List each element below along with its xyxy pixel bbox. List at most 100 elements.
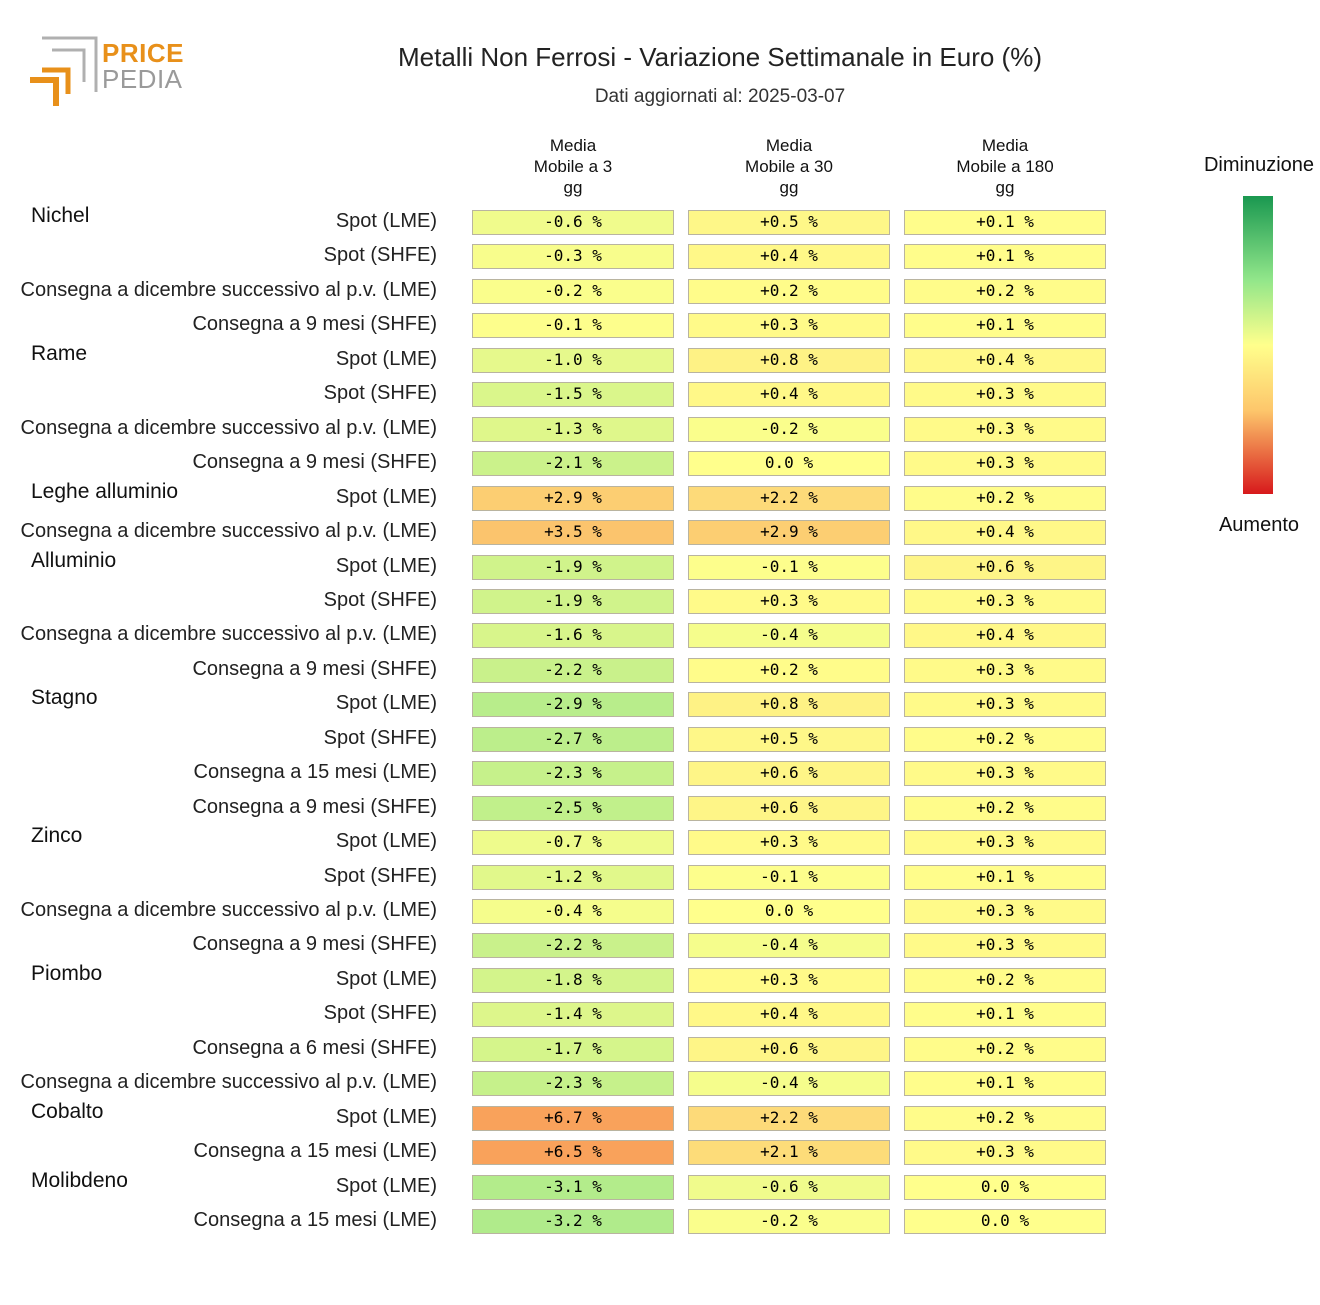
row-label: Consegna a 15 mesi (LME) (193, 1140, 437, 1163)
heatmap-cell: -0.2 % (688, 1209, 890, 1235)
heatmap-cell: -1.4 % (472, 1002, 674, 1028)
row-label: Consegna a 9 mesi (SHFE) (192, 933, 437, 956)
row-label: Consegna a dicembre successivo al p.v. (… (20, 899, 437, 921)
row-label: Consegna a 9 mesi (SHFE) (192, 657, 437, 680)
heatmap-cell: +0.3 % (904, 899, 1106, 924)
row-label: Consegna a 9 mesi (SHFE) (192, 795, 437, 818)
heatmap-cell: +0.5 % (688, 210, 890, 235)
column-header-line: Media (981, 136, 1029, 155)
heatmap-cell: +0.4 % (904, 347, 1106, 373)
heatmap-cell: -1.2 % (472, 864, 674, 890)
column-header-180gg: Media Mobile a 180 gg (904, 135, 1106, 198)
heatmap-cell: -0.2 % (688, 416, 890, 442)
group-label: Alluminio (31, 548, 117, 572)
column-header-line: Mobile a 30 (745, 157, 833, 176)
heatmap-cell: -2.7 % (472, 726, 674, 752)
row-label: Spot (LME) (335, 347, 437, 370)
heatmap-cell: +0.1 % (904, 313, 1106, 339)
heatmap-cell: -2.2 % (472, 933, 674, 959)
row-label: Spot (SHFE) (323, 864, 437, 887)
heatmap-cell: +0.1 % (904, 864, 1106, 890)
row-label: Consegna a dicembre successivo al p.v. (… (20, 623, 437, 646)
heatmap-cell: +0.3 % (904, 657, 1106, 683)
heatmap-cell: +0.3 % (904, 588, 1106, 614)
heatmap-cell: -0.2 % (472, 278, 674, 304)
heatmap-cell: +2.2 % (688, 1105, 890, 1131)
row-label: Consegna a 15 mesi (LME) (193, 1209, 437, 1232)
heatmap-cell: +0.4 % (688, 244, 890, 270)
heatmap-cell: 0.0 % (904, 1174, 1106, 1200)
group-label: Molibdeno (31, 1168, 128, 1192)
row-label: Spot (LME) (335, 692, 437, 715)
heatmap-cell: -0.4 % (688, 933, 890, 959)
heatmap-cell: -0.4 % (688, 1071, 890, 1097)
heatmap-cell: +0.2 % (904, 1036, 1106, 1062)
column-header-line: Media (765, 136, 813, 155)
heatmap-cell: +0.8 % (688, 692, 890, 718)
row-label: Spot (LME) (335, 830, 437, 853)
logo-text-pedia: PEDIA (102, 64, 183, 94)
heatmap-cell: +0.4 % (904, 520, 1106, 546)
heatmap-cell: -3.1 % (472, 1174, 674, 1200)
heatmap-cell: -0.1 % (472, 313, 674, 339)
heatmap-cell: 0.0 % (688, 451, 890, 477)
column-header-line: Mobile a 180 (956, 157, 1054, 176)
heatmap-cell: -0.7 % (472, 830, 674, 856)
heatmap-cell: -0.4 % (472, 899, 674, 924)
heatmap-cell: +0.3 % (904, 933, 1106, 959)
heatmap-cell: -1.3 % (472, 416, 674, 442)
group-label: Nichel (31, 204, 90, 227)
chart-subtitle: Dati aggiornati al: 2025-03-07 (594, 86, 846, 107)
column-header-line: Mobile a 3 (533, 157, 613, 176)
heatmap-cell: -1.0 % (472, 347, 674, 373)
heatmap-cell: +0.6 % (688, 1036, 890, 1062)
heatmap-cell: -1.7 % (472, 1036, 674, 1062)
heatmap-cell: +0.3 % (904, 830, 1106, 856)
heatmap-cell: +0.3 % (904, 416, 1106, 442)
heatmap-cell: +0.6 % (904, 554, 1106, 580)
heatmap-cell: +0.4 % (904, 623, 1106, 649)
heatmap-cell: +2.9 % (688, 520, 890, 546)
row-label: Spot (LME) (335, 210, 437, 232)
heatmap-cell: +0.4 % (688, 1002, 890, 1028)
heatmap-cell: +0.5 % (688, 726, 890, 752)
heatmap-cell: +0.8 % (688, 347, 890, 373)
logo-text-price: PRICE (102, 38, 184, 68)
heatmap-cell: -1.9 % (472, 554, 674, 580)
legend-top-label: Diminuzione (1203, 154, 1315, 176)
column-header-line: Media (549, 136, 597, 155)
group-label: Stagno (31, 686, 98, 710)
row-label: Spot (SHFE) (323, 726, 437, 749)
row-label: Spot (SHFE) (323, 1002, 437, 1025)
group-label: Leghe alluminio (31, 479, 179, 503)
heatmap-cell: -1.8 % (472, 967, 674, 993)
column-header-30gg: Media Mobile a 30 gg (688, 135, 890, 198)
heatmap-cell: -2.2 % (472, 657, 674, 683)
pricepedia-logo: PRICE PEDIA (28, 36, 188, 110)
heatmap-cell: +0.1 % (904, 1071, 1106, 1097)
row-label: Consegna a dicembre successivo al p.v. (… (20, 520, 437, 543)
chart-title: Metalli Non Ferrosi - Variazione Settima… (398, 42, 1042, 72)
row-label: Consegna a dicembre successivo al p.v. (… (20, 416, 437, 439)
heatmap-cell: +0.2 % (904, 278, 1106, 304)
heatmap-cell: +0.3 % (688, 830, 890, 856)
heatmap-cell: +0.2 % (904, 795, 1106, 821)
heatmap-cell: +0.3 % (904, 451, 1106, 477)
heatmap-cell: -1.6 % (472, 623, 674, 649)
heatmap-cell: +0.3 % (688, 313, 890, 339)
heatmap-cell: -0.1 % (688, 554, 890, 580)
legend-bottom-label: Aumento (1218, 514, 1300, 536)
column-header-3gg: Media Mobile a 3 gg (472, 135, 674, 198)
heatmap-cell: +0.2 % (688, 278, 890, 304)
heatmap-cell: +0.2 % (904, 1105, 1106, 1131)
row-label: Consegna a 9 mesi (SHFE) (192, 313, 437, 336)
legend-color-bar (1243, 196, 1273, 494)
heatmap-cell: +0.2 % (904, 967, 1106, 993)
row-label: Spot (SHFE) (323, 588, 437, 611)
heatmap-cell: +0.3 % (904, 382, 1106, 408)
row-label: Spot (SHFE) (323, 244, 437, 267)
column-header-line: gg (779, 178, 799, 197)
row-label: Spot (LME) (335, 1105, 437, 1128)
row-label: Consegna a 9 mesi (SHFE) (192, 451, 437, 474)
heatmap-cell: +0.3 % (904, 1140, 1106, 1166)
